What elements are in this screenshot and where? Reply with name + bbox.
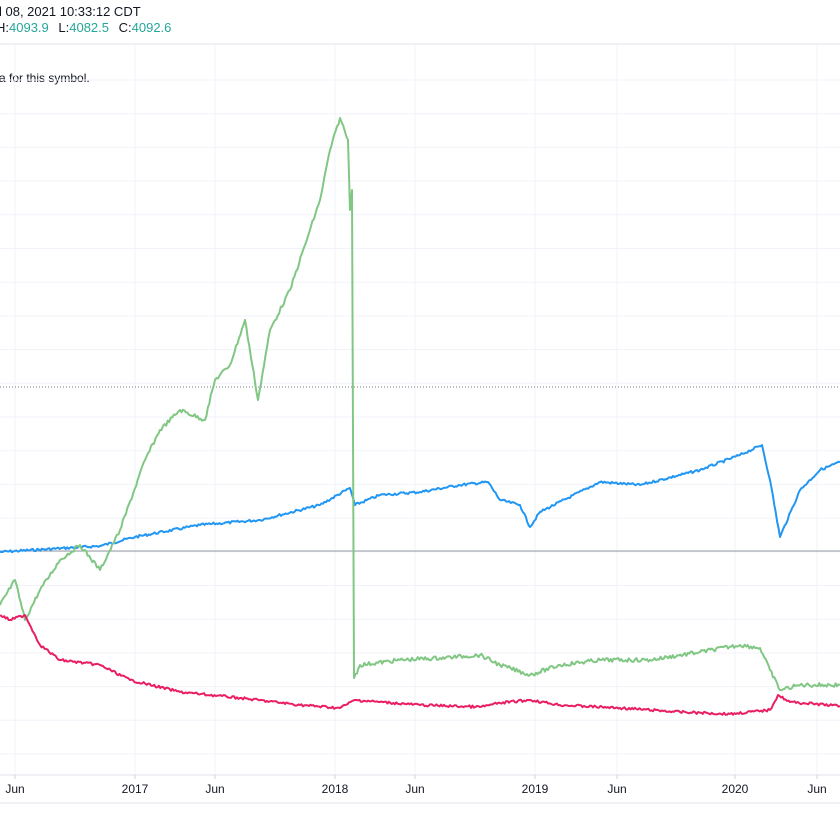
series-line-red xyxy=(0,614,840,716)
no-data-notice: a for this symbol. xyxy=(0,71,90,85)
high-value: 4093.9 xyxy=(9,20,49,35)
high-label: H: xyxy=(0,20,9,35)
x-tick-label: Jun xyxy=(5,782,24,796)
x-tick-label: Jun xyxy=(205,782,224,796)
x-tick-label: Jun xyxy=(405,782,424,796)
series-line-green xyxy=(0,117,840,692)
bar-datetime: l 08, 2021 10:33:12 CDT xyxy=(0,4,141,19)
x-tick-label: 2020 xyxy=(722,782,749,796)
series-line-blue xyxy=(0,444,840,554)
x-tick-label: Jun xyxy=(607,782,626,796)
grid xyxy=(0,44,840,775)
close-label: C: xyxy=(118,20,132,35)
x-tick-label: Jun xyxy=(807,782,826,796)
x-tick-label: 2017 xyxy=(122,782,149,796)
ohlc-readout: H:4093.9 L:4082.5 C:4092.6 xyxy=(0,20,177,35)
low-value: 4082.5 xyxy=(69,20,109,35)
low-label: L: xyxy=(58,20,70,35)
close-value: 4092.6 xyxy=(131,20,172,35)
time-axis[interactable]: Jun 2017 Jun 2018 Jun 2019 Jun 2020 Jun xyxy=(5,775,827,796)
x-tick-label: 2018 xyxy=(322,782,349,796)
x-tick-label: 2019 xyxy=(522,782,549,796)
reference-lines xyxy=(0,386,840,552)
series-lines xyxy=(0,117,840,716)
